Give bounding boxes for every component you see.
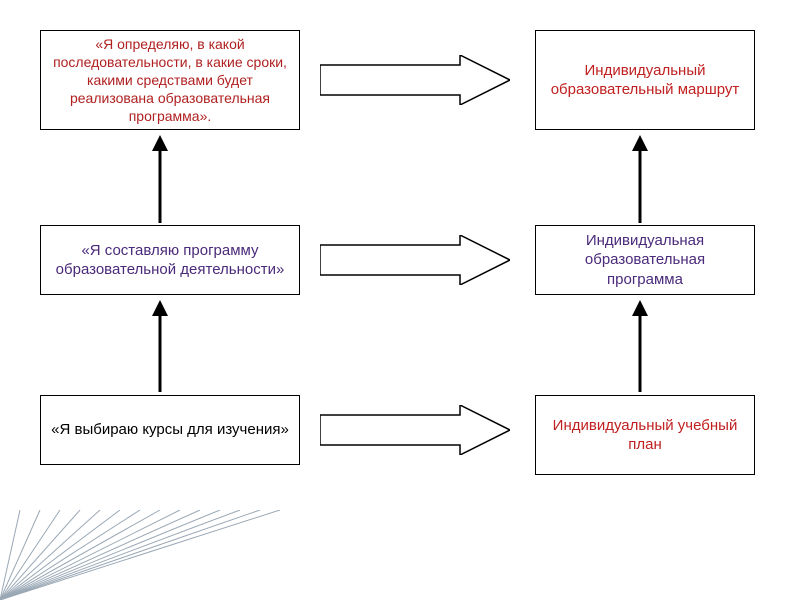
corner-hatch-decor bbox=[0, 510, 280, 600]
arrow-right-icon bbox=[320, 55, 510, 105]
node-left-mid: «Я составляю программу образовательной д… bbox=[40, 225, 300, 295]
node-text: «Я определяю, в какой последовательности… bbox=[51, 35, 289, 126]
node-left-bot: «Я выбираю курсы для изучения» bbox=[40, 395, 300, 465]
node-left-top: «Я определяю, в какой последовательности… bbox=[40, 30, 300, 130]
arrow-up-icon bbox=[630, 135, 650, 223]
arrow-up-icon bbox=[150, 135, 170, 223]
node-text: Индивидуальный образовательный маршрут bbox=[546, 61, 744, 100]
node-text: Индивидуальная образовательная программа bbox=[546, 231, 744, 290]
arrow-up-icon bbox=[630, 300, 650, 392]
arrow-up-icon bbox=[150, 300, 170, 392]
arrow-right-icon bbox=[320, 405, 510, 455]
node-text: Индивидуальный учебный план bbox=[546, 416, 744, 455]
node-right-mid: Индивидуальная образовательная программа bbox=[535, 225, 755, 295]
node-text: «Я составляю программу образовательной д… bbox=[51, 241, 289, 280]
arrow-right-icon bbox=[320, 235, 510, 285]
node-right-bot: Индивидуальный учебный план bbox=[535, 395, 755, 475]
node-text: «Я выбираю курсы для изучения» bbox=[51, 420, 289, 440]
node-right-top: Индивидуальный образовательный маршрут bbox=[535, 30, 755, 130]
